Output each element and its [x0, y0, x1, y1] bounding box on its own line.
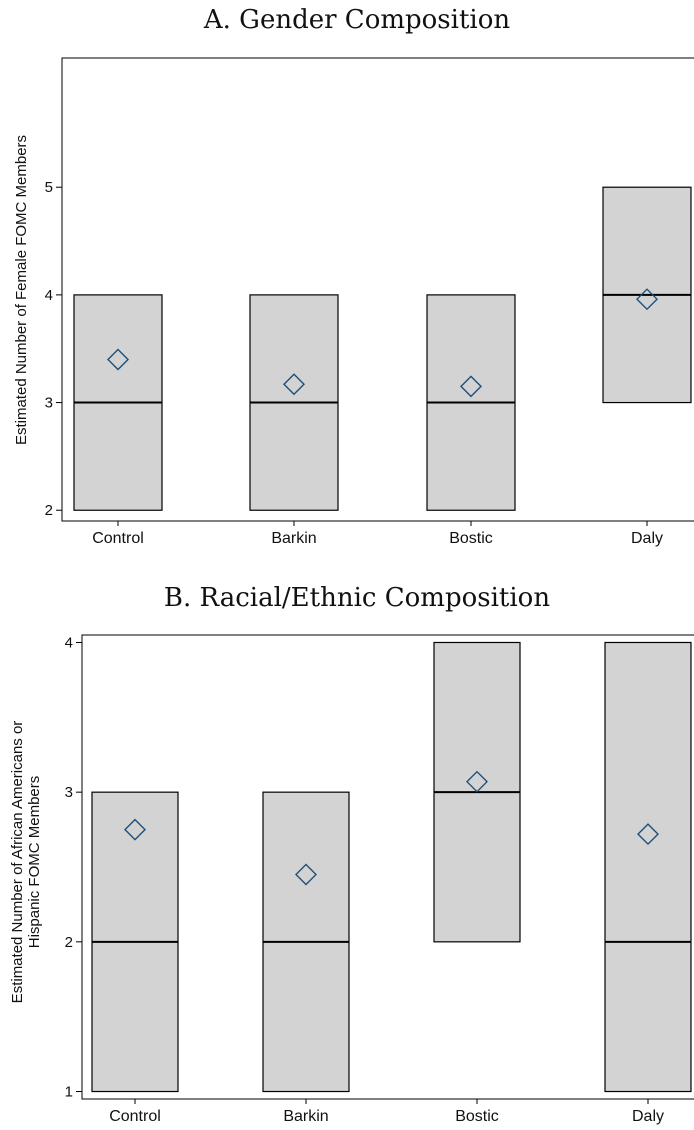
panel-a-plot-frame [61, 57, 694, 522]
panel-a-y-tick-label: 5 [45, 179, 53, 196]
panel-a-y-ticks: 2 3 4 5 [45, 179, 62, 519]
panel-b-ylabel-line-2: Hispanic FOMC Members [26, 776, 43, 949]
panel-b-y-ticks: 1 2 3 4 [65, 634, 82, 1101]
panel-b-ylabel-line-1: Estimated Number of African Americans or [9, 721, 26, 1004]
panel-b-mean-marker-control [124, 818, 146, 841]
panel-a-mean-marker-bostic [460, 375, 482, 398]
panel-b-y-tick-label: 2 [65, 934, 73, 951]
panel-a-category-label-barkin: Barkin [271, 530, 316, 547]
panel-a-mean-marker-barkin [283, 373, 305, 396]
panel-b-category-label-control: Control [109, 1108, 161, 1125]
panel-b-box-daly [604, 641, 692, 1093]
panel-b-mean-marker-bostic [466, 770, 488, 793]
panel-a-y-tick-label: 2 [45, 502, 53, 519]
panel-b-category-label-barkin: Barkin [283, 1108, 328, 1125]
panel-b-title: B. Racial/Ethnic Composition [164, 583, 550, 613]
panel-a-y-tick-label: 3 [45, 395, 53, 412]
panel-b-category-label-bostic: Bostic [455, 1108, 499, 1125]
panel-b-y-tick-label: 4 [65, 634, 73, 651]
panel-a-mean-marker-daly [636, 288, 658, 311]
panel-a: A. Gender Composition Estimated Number o… [13, 5, 694, 547]
panel-a-categories: Control Barkin Bostic Daly [92, 521, 663, 547]
panel-b-plot-frame [81, 634, 694, 1100]
panel-a-category-label-control: Control [92, 530, 144, 547]
panel-b-boxes [91, 641, 692, 1093]
panel-a-mean-marker-control [107, 348, 129, 371]
panel-b-ylabel: Estimated Number of African Americans or… [9, 721, 43, 1004]
panel-b-y-tick-label: 1 [65, 1084, 73, 1101]
panel-b-categories: Control Barkin Bostic Daly [109, 1099, 664, 1125]
panel-b-mean-marker-barkin [295, 863, 317, 886]
panel-a-y-tick-label: 4 [45, 287, 53, 304]
panel-b-category-label-daly: Daly [632, 1108, 664, 1125]
panel-a-category-label-bostic: Bostic [449, 530, 493, 547]
panel-a-title: A. Gender Composition [203, 5, 511, 35]
panel-a-boxes [73, 186, 692, 511]
panel-a-category-label-daly: Daly [631, 530, 663, 547]
panel-b: B. Racial/Ethnic Composition Estimated N… [9, 583, 694, 1125]
panel-a-ylabel: Estimated Number of Female FOMC Members [13, 135, 30, 445]
panel-a-ylabel-line-1: Estimated Number of Female FOMC Members [13, 135, 30, 445]
panel-b-y-tick-label: 3 [65, 784, 73, 801]
panel-b-mean-marker-daly [637, 823, 659, 846]
